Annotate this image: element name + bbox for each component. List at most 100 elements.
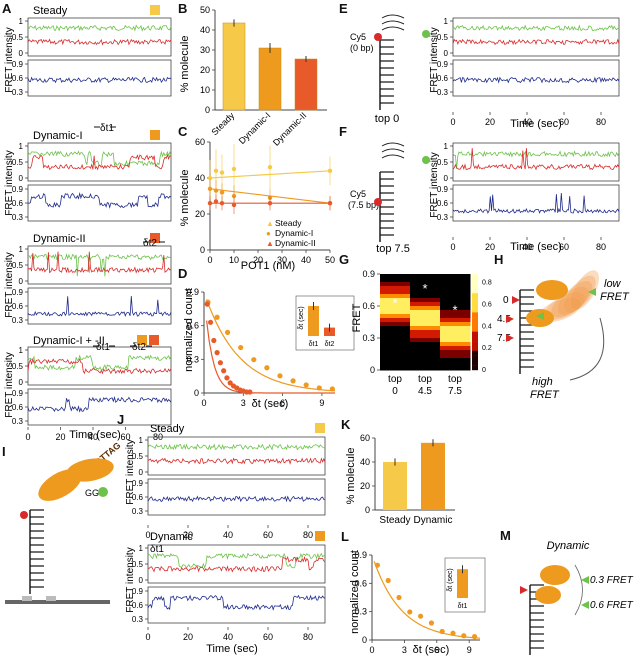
panelG-cell [380,310,411,315]
panelJ-bottom-xtick-label: 60 [263,632,273,642]
panelG-cell [380,366,411,371]
panelJ-ylabel-2: FRET intensity [125,547,136,612]
panelG-cell [380,274,411,279]
panelA-title-dyn2: Dynamic-II [33,233,86,245]
panelA-ylabel-3: FRET intensity [4,252,15,317]
panelG-ytick-label: 0.6 [362,301,375,311]
panel-label-F: F [339,124,347,139]
panel-label-L: L [341,529,349,544]
panelG-cell [440,306,471,311]
panel-F: Cy5 (7.5 bp) top 7.5 FRET intensity Time… [348,142,620,255]
panelG-cell [410,306,441,311]
panelG-cell [440,290,471,295]
panelH-pot1-ghost [551,286,589,318]
panelD-point [221,368,227,374]
panelA-dyn1-blue-trace [27,192,172,209]
panelA-dyn2-bottom-frame [27,287,172,325]
panelF-gquad [381,148,405,153]
panelA-dyn12-top-ytick-label: 0 [19,378,24,387]
panelC-point [267,165,273,170]
panelH-low: low [604,278,622,290]
panelL-xlabel: δt (sec) [413,644,450,656]
panelG-colorbar-cell [472,312,478,318]
panelA-dyn2-red-trace [27,251,172,274]
panelC-ytick-label: 40 [195,173,205,183]
panelJ-ylabel-1: FRET intensity [125,439,136,504]
panelH-mark-0: 0 [503,295,509,306]
panelA-dyn12-top-ytick-label: 0.5 [12,362,24,371]
panelF-trace-top-ytick-label: 0.5 [437,158,449,167]
panelG-colorbar-cell [472,350,478,356]
panelH-pot1-ghost [564,275,596,313]
panelG-cell [380,286,411,291]
panelL-point [418,613,424,619]
panelC-point [207,186,213,191]
panelC-legend-label: Steady [275,218,302,228]
panelD-point [224,329,231,335]
panelF-xtick-label: 0 [450,242,455,252]
panelC-point [219,201,225,206]
panelL-xtick-label: 3 [402,645,407,655]
panelJ-dynamic-blue-trace [147,594,326,611]
panelG-cell [380,298,411,303]
panelD-inset-cat: δt2 [325,341,335,348]
panelG-cell [440,294,471,299]
panelM-title: Dynamic [547,540,590,552]
panelA-title-dyn1: Dynamic-I [33,130,83,142]
panelG-ytick-label: 0.3 [362,333,375,343]
panel-label-A: A [2,1,12,16]
panel-label-H: H [494,252,503,267]
panelD-point [303,382,309,388]
panelG-cell [440,330,471,335]
panelD-ytick-label: 0 [194,388,199,398]
panelG-ytick-label: 0.9 [362,269,375,279]
panelG-cell [440,358,471,363]
panelD-point [214,314,220,320]
dt2-label-b: δt2 [132,342,146,353]
panelG-cell [440,334,471,339]
panelH-arc-arrow [569,317,605,381]
panelG-colorbar-label: 0.8 [482,280,492,287]
panelG-cell [410,286,441,291]
panelF-bp: (7.5 bp) [348,200,379,210]
panelE-xlabel: Time (sec) [510,118,562,130]
panelG-cell [380,354,411,359]
panelC-point [231,166,237,172]
panelC-point [213,188,219,193]
panelJ-steady-bottom-ytick-label: 0.6 [132,493,144,502]
panelF-trace-bottom-frame [452,184,620,222]
panelC-point [231,202,237,208]
panelC-point [219,170,225,175]
panelJ-dynamic-bottom-ytick-label: 0.9 [132,587,144,596]
panelC-point [213,168,219,173]
panelC-xtick-label: 40 [301,255,311,265]
panelK-category: Dynamic [414,515,453,526]
panelA-xtick-label: 40 [88,432,98,442]
panelB-ylabel: % molecule [179,36,191,93]
panelG-cell [440,326,471,331]
panelJ-dynamic-top-ytick-label: 0.5 [132,560,144,569]
panelC-point [327,168,333,173]
panelL-point [450,630,456,636]
panelJ-bottom-xtick-label: 80 [303,632,313,642]
panelF-trace-blue-trace [452,192,620,214]
panelE-trace-top-frame [452,17,620,57]
panelD-point [277,373,283,379]
panelD-inset-bar [308,306,319,336]
panel-K-bar-chart: % molecule 0 20 40 60 Steady Dynamic [345,433,455,526]
panelG-cell [410,326,441,331]
panel-I-schematic: TTAGGGTTAG GG [5,440,123,604]
panelC-legend-marker: ▲ [266,239,274,248]
panelG-cell [380,334,411,339]
panelK-bar [383,462,407,510]
panelE-trace-red-trace [452,38,620,46]
panelC-point [219,190,225,195]
panelF-trace-bottom-ytick-label: 0.3 [437,213,449,222]
panelG-colorbar-cell [472,317,478,323]
panelE-trace-bottom-frame [452,59,620,97]
panelC-legend-label: Dynamic-II [275,238,316,248]
dt1-label: δt1 [100,123,114,134]
panel-label-M: M [500,528,511,543]
panelA-ylabel-2: FRET intensity [4,150,15,215]
panelG-cell [380,314,411,319]
